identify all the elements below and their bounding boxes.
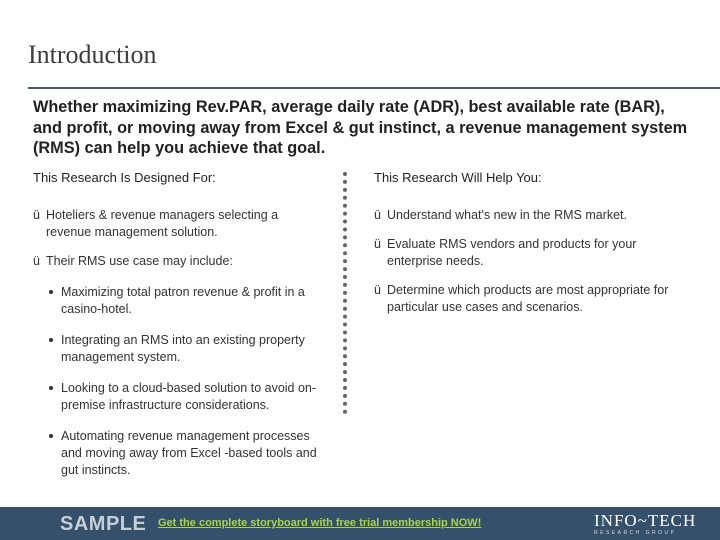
check-item-text: Hoteliers & revenue managers selecting a… xyxy=(46,208,279,239)
check-item: ü Determine which products are most appr… xyxy=(374,282,674,316)
list-item: Looking to a cloud-based solution to avo… xyxy=(33,380,323,414)
column-divider xyxy=(343,172,347,414)
list-item: Automating revenue management processes … xyxy=(33,428,323,479)
check-item-text: Their RMS use case may include: xyxy=(46,254,233,268)
designed-for-heading: This Research Is Designed For: xyxy=(33,170,216,185)
check-icon: ü xyxy=(374,237,381,251)
designed-for-column: This Research Is Designed For: ü Hotelie… xyxy=(33,170,323,493)
trial-membership-link[interactable]: Get the complete storyboard with free tr… xyxy=(158,517,482,529)
info-tech-logo: INFO~TECH RESEARCH GROUP xyxy=(594,511,704,536)
use-case-list: Maximizing total patron revenue & profit… xyxy=(33,284,323,479)
check-item-text: Determine which products are most approp… xyxy=(387,283,669,314)
bullet-icon xyxy=(49,386,53,390)
bullet-icon xyxy=(49,290,53,294)
bullet-icon xyxy=(49,338,53,342)
check-icon: ü xyxy=(33,208,40,222)
logo-tagline: RESEARCH GROUP xyxy=(594,530,677,536)
will-help-heading: This Research Will Help You: xyxy=(374,170,542,185)
list-item-text: Maximizing total patron revenue & profit… xyxy=(61,285,305,316)
check-item-text: Evaluate RMS vendors and products for yo… xyxy=(387,237,637,268)
sample-label: SAMPLE xyxy=(60,513,147,535)
check-item: ü Their RMS use case may include: xyxy=(33,253,323,270)
title-divider xyxy=(28,87,720,89)
list-item: Maximizing total patron revenue & profit… xyxy=(33,284,323,318)
list-item-text: Looking to a cloud-based solution to avo… xyxy=(61,381,317,412)
check-icon: ü xyxy=(374,208,381,222)
check-item: ü Evaluate RMS vendors and products for … xyxy=(374,236,674,270)
page-title: Introduction xyxy=(28,40,157,69)
will-help-column: This Research Will Help You: ü Understan… xyxy=(374,170,674,328)
check-icon: ü xyxy=(374,283,381,297)
list-item-text: Integrating an RMS into an existing prop… xyxy=(61,333,305,364)
logo-wordmark: INFO~TECH xyxy=(594,511,697,530)
intro-text: Whether maximizing Rev.PAR, average dail… xyxy=(33,98,688,157)
bullet-icon xyxy=(49,434,53,438)
check-icon: ü xyxy=(33,254,40,268)
list-item: Integrating an RMS into an existing prop… xyxy=(33,332,323,366)
check-item-text: Understand what's new in the RMS market. xyxy=(387,208,627,222)
check-item: ü Understand what's new in the RMS marke… xyxy=(374,207,674,224)
list-item-text: Automating revenue management processes … xyxy=(61,429,317,477)
check-item: ü Hoteliers & revenue managers selecting… xyxy=(33,207,323,241)
footer-bar: SAMPLE Get the complete storyboard with … xyxy=(0,507,720,540)
